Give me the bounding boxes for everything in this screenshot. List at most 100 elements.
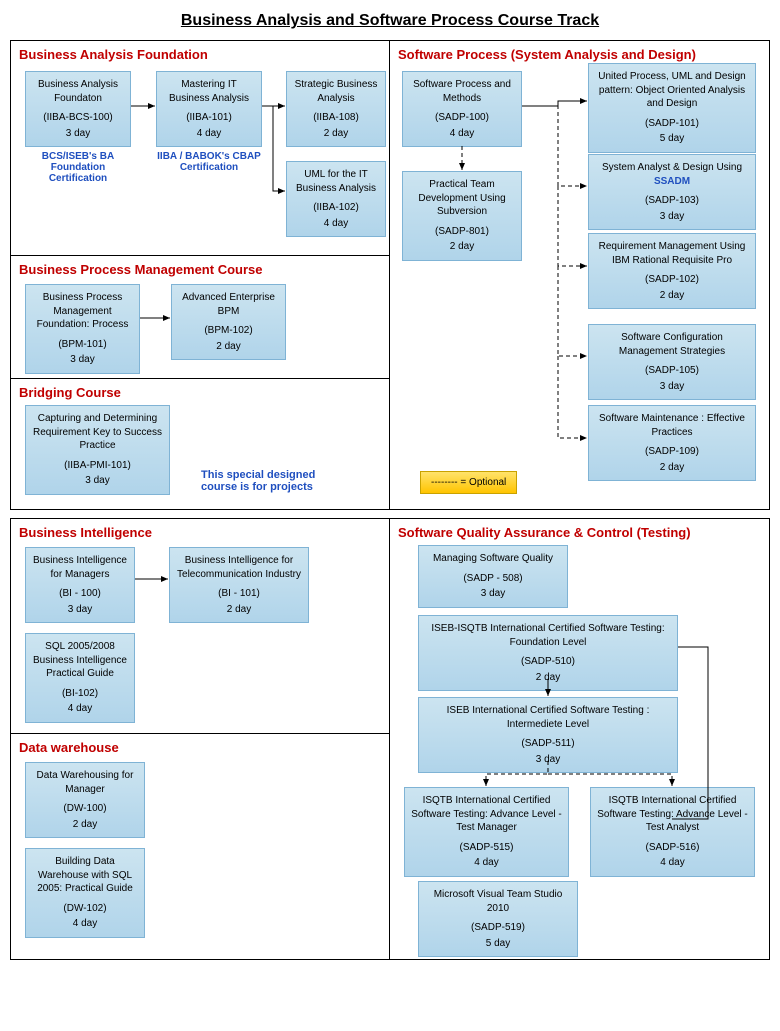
section-title: Software Process (System Analysis and De…: [398, 47, 761, 62]
course-box: Data Warehousing for Manager (DW-100) 2 …: [25, 762, 145, 838]
section-sqa: Software Quality Assurance & Control (Te…: [390, 519, 769, 959]
course-box: Advanced Enterprise BPM (BPM-102) 2 day: [171, 284, 286, 360]
section-title: Business Analysis Foundation: [19, 47, 381, 62]
course-name: Business Intelligence for Managers: [30, 554, 130, 581]
course-duration: 3 day: [423, 753, 673, 767]
course-code: (SADP-519): [423, 921, 573, 935]
cert-label: BCS/ISEB's BA Foundation Certification: [25, 151, 131, 184]
course-duration: 4 day: [291, 217, 381, 231]
course-name: ISQTB International Certified Software T…: [409, 794, 564, 835]
course-duration: 3 day: [30, 127, 126, 141]
course-name: Requirement Management Using IBM Rationa…: [593, 240, 751, 267]
course-box: ISEB International Certified Software Te…: [418, 697, 678, 773]
course-code: (SADP-511): [423, 737, 673, 751]
bottom-block: Business Intelligence Business Intellige…: [10, 518, 770, 960]
course-duration: 4 day: [30, 702, 130, 716]
section-dw: Data warehouse Data Warehousing for Mana…: [11, 734, 389, 959]
course-box: Business Analysis Foundaton (IIBA-BCS-10…: [25, 71, 131, 147]
course-box: Business Intelligence for Managers (BI -…: [25, 547, 135, 623]
course-code: (SADP-101): [593, 117, 751, 131]
course-code: (SADP-510): [423, 655, 673, 669]
course-code: (IIBA-102): [291, 201, 381, 215]
course-code: (IIBA-108): [291, 111, 381, 125]
course-duration: 2 day: [407, 240, 517, 254]
course-duration: 4 day: [409, 856, 564, 870]
course-duration: 5 day: [423, 937, 573, 951]
course-code: (SADP-801): [407, 225, 517, 239]
course-code: (IIBA-101): [161, 111, 257, 125]
course-name: Business Intelligence for Telecommunicat…: [174, 554, 304, 581]
course-duration: 3 day: [30, 353, 135, 367]
course-duration: 2 day: [593, 461, 751, 475]
course-name: Business Process Management Foundation: …: [30, 291, 135, 332]
right-column-top: Software Process (System Analysis and De…: [390, 41, 769, 509]
course-duration: 3 day: [30, 603, 130, 617]
section-title: Business Process Management Course: [19, 262, 381, 277]
course-duration: 3 day: [423, 587, 563, 601]
course-name: Strategic Business Analysis: [291, 78, 381, 105]
course-name: Microsoft Visual Team Studio 2010: [423, 888, 573, 915]
course-box: ISEB-ISQTB International Certified Softw…: [418, 615, 678, 691]
section-title: Business Intelligence: [19, 525, 381, 540]
right-column-bottom: Software Quality Assurance & Control (Te…: [390, 519, 769, 959]
course-duration: 4 day: [161, 127, 257, 141]
course-duration: 3 day: [593, 380, 751, 394]
section-bridging: Bridging Course Capturing and Determinin…: [11, 379, 389, 509]
course-box: Managing Software Quality (SADP - 508) 3…: [418, 545, 568, 608]
section-title: Software Quality Assurance & Control (Te…: [398, 525, 761, 540]
course-name: Managing Software Quality: [423, 552, 563, 566]
course-box: Microsoft Visual Team Studio 2010 (SADP-…: [418, 881, 578, 957]
course-name: Practical Team Development Using Subvers…: [407, 178, 517, 219]
section-bpm: Business Process Management Course Busin…: [11, 256, 389, 378]
course-code: (SADP-515): [409, 841, 564, 855]
course-box: Software Maintenance : Effective Practic…: [588, 405, 756, 481]
left-column-bottom: Business Intelligence Business Intellige…: [11, 519, 390, 959]
course-name: ISQTB International Certified Software T…: [595, 794, 750, 835]
course-box: SQL 2005/2008 Business Intelligence Prac…: [25, 633, 135, 723]
course-duration: 2 day: [291, 127, 381, 141]
course-duration: 2 day: [423, 671, 673, 685]
course-box: ISQTB International Certified Software T…: [404, 787, 569, 877]
course-box: Software Configuration Management Strate…: [588, 324, 756, 400]
course-box: Business Process Management Foundation: …: [25, 284, 140, 374]
course-box: UML for the IT Business Analysis (IIBA-1…: [286, 161, 386, 237]
course-box: Software Process and Methods (SADP-100) …: [402, 71, 522, 147]
course-name: SQL 2005/2008 Business Intelligence Prac…: [30, 640, 130, 681]
section-title: Bridging Course: [19, 385, 381, 400]
course-box: ISQTB International Certified Software T…: [590, 787, 755, 877]
course-box: Mastering IT Business Analysis (IIBA-101…: [156, 71, 262, 147]
section-title: Data warehouse: [19, 740, 381, 755]
course-name: ISEB International Certified Software Te…: [423, 704, 673, 731]
course-code: (SADP-105): [593, 364, 751, 378]
course-duration: 2 day: [30, 818, 140, 832]
course-code: (SADP-100): [407, 111, 517, 125]
course-name: Advanced Enterprise BPM: [176, 291, 281, 318]
section-software-process: Software Process (System Analysis and De…: [390, 41, 769, 509]
course-name: Data Warehousing for Manager: [30, 769, 140, 796]
course-code: (SADP-109): [593, 445, 751, 459]
course-box: United Process, UML and Design pattern: …: [588, 63, 756, 153]
course-duration: 4 day: [30, 917, 140, 931]
course-code: (SADP-103): [593, 194, 751, 208]
ssadm-label: SSADM: [654, 176, 690, 187]
course-name: Business Analysis Foundaton: [30, 78, 126, 105]
course-box: Building Data Warehouse with SQL 2005: P…: [25, 848, 145, 938]
course-name: United Process, UML and Design pattern: …: [593, 70, 751, 111]
course-box: Practical Team Development Using Subvers…: [402, 171, 522, 261]
course-code: (SADP-516): [595, 841, 750, 855]
course-code: (SADP - 508): [423, 572, 563, 586]
course-code: (BI - 100): [30, 587, 130, 601]
course-duration: 2 day: [174, 603, 304, 617]
course-box: System Analyst & Design Using SSADM (SAD…: [588, 154, 756, 230]
course-name: Software Maintenance : Effective Practic…: [593, 412, 751, 439]
course-code: (BPM-102): [176, 324, 281, 338]
bridging-note: This special designed course is for proj…: [201, 469, 351, 493]
course-code: (DW-102): [30, 902, 140, 916]
course-name: Capturing and Determining Requirement Ke…: [30, 412, 165, 453]
course-box: Requirement Management Using IBM Rationa…: [588, 233, 756, 309]
course-duration: 4 day: [407, 127, 517, 141]
course-duration: 3 day: [593, 210, 751, 224]
course-name: Software Configuration Management Strate…: [593, 331, 751, 358]
course-code: (BPM-101): [30, 338, 135, 352]
course-duration: 4 day: [595, 856, 750, 870]
